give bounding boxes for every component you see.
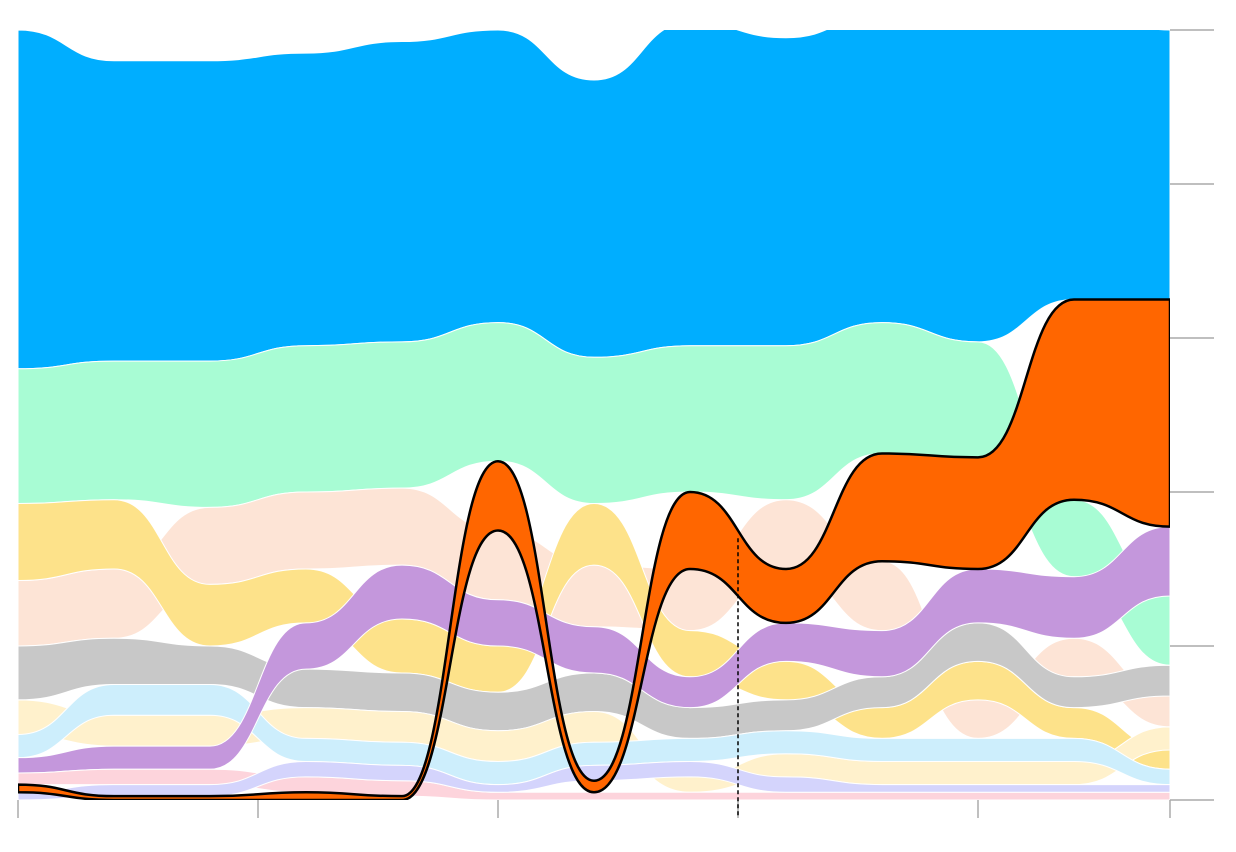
stream-band [18, 298, 1170, 800]
stream-band [18, 30, 1170, 370]
plot-area [18, 30, 1170, 800]
